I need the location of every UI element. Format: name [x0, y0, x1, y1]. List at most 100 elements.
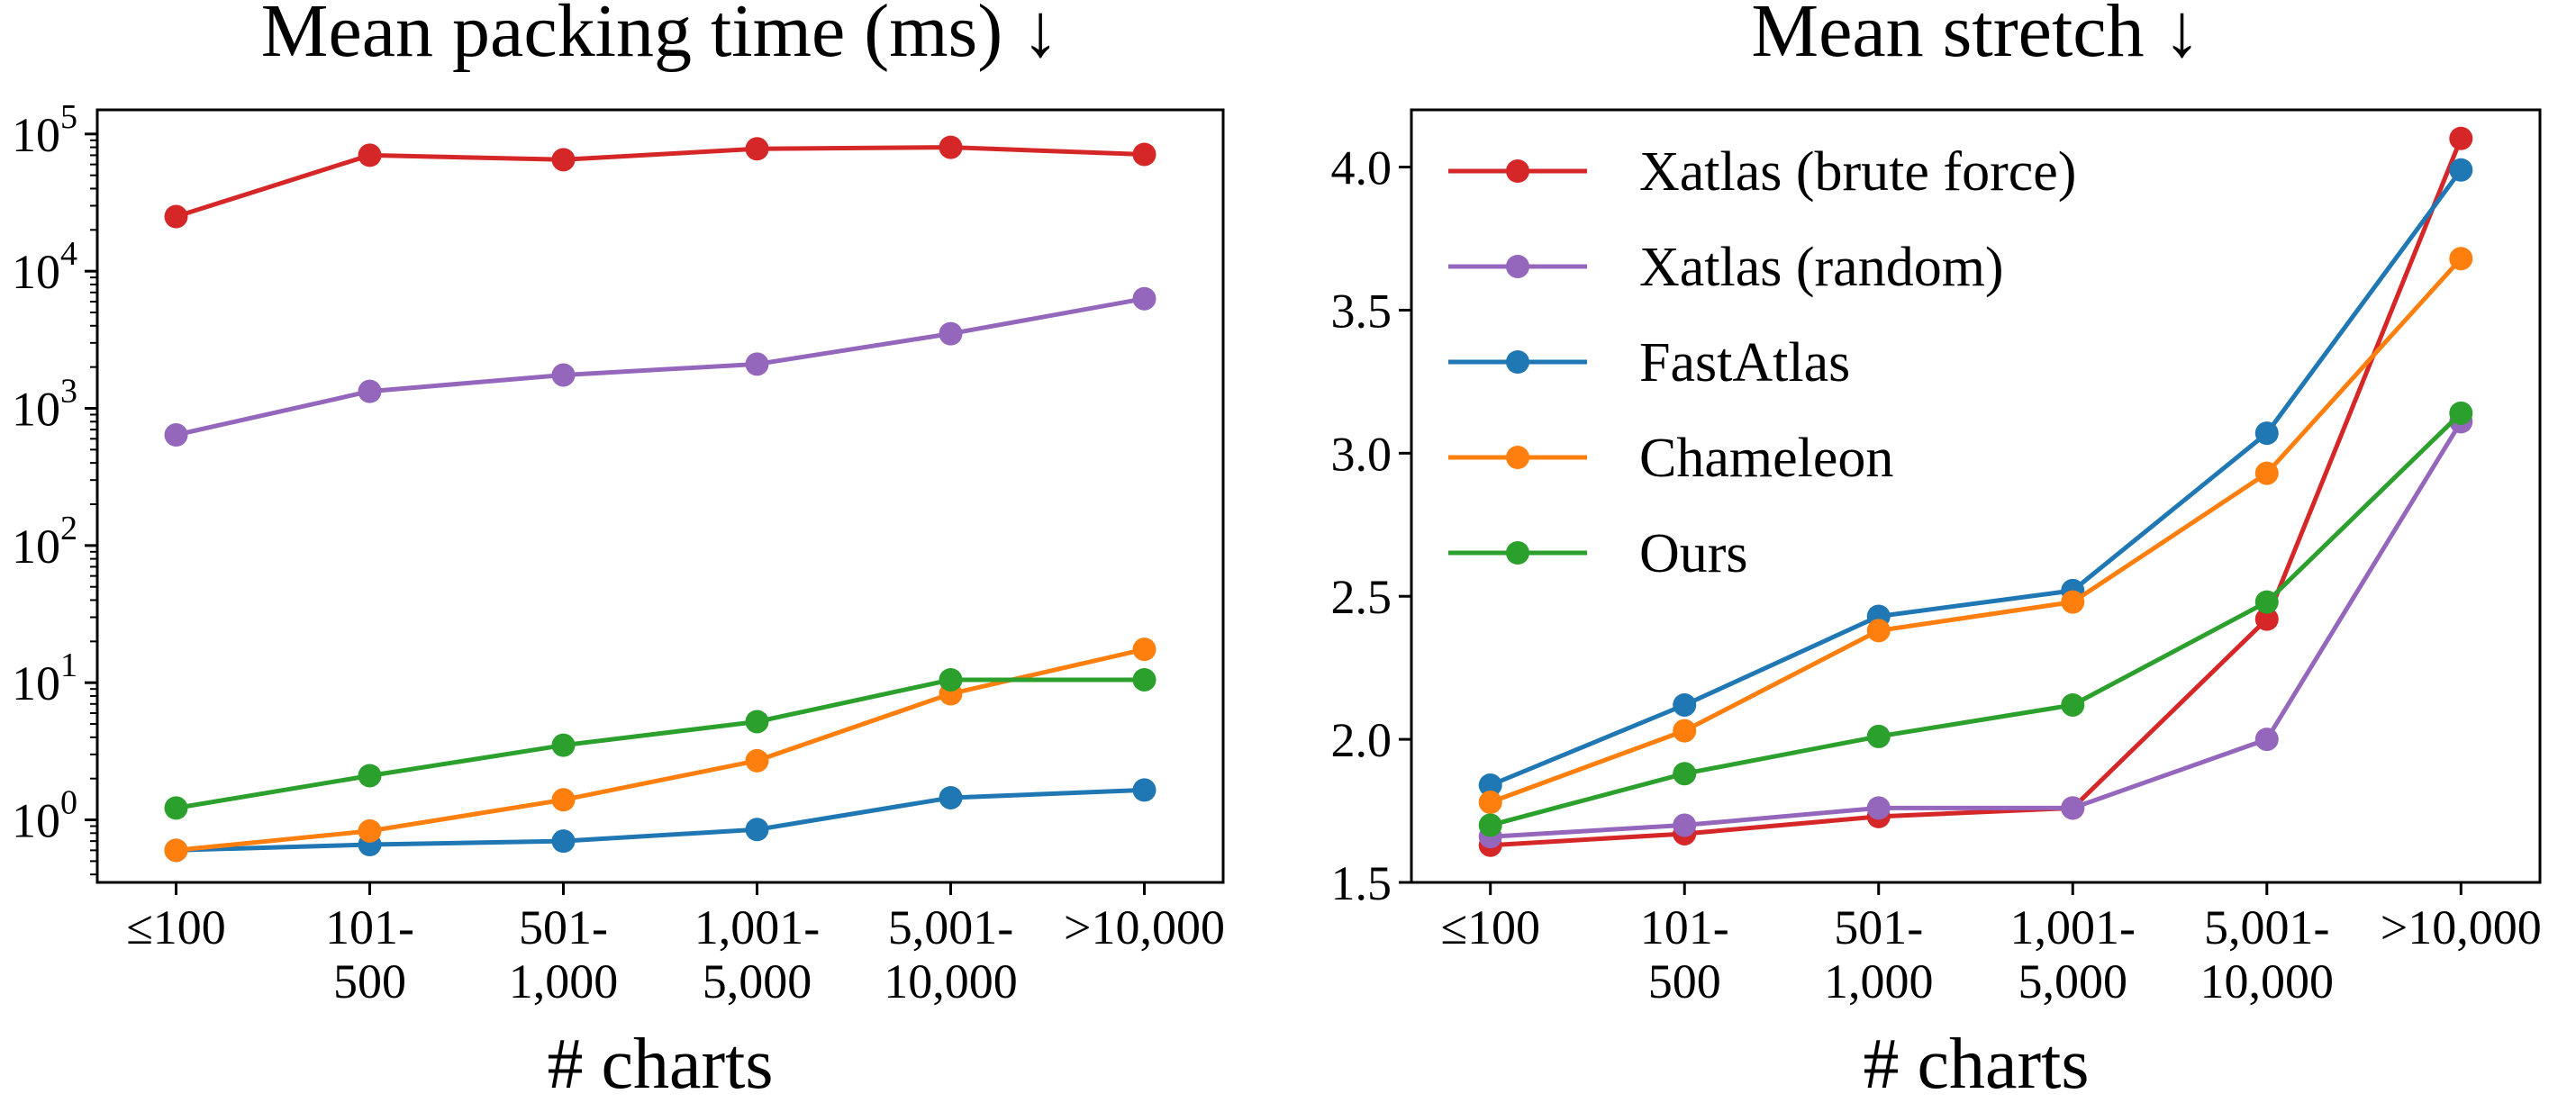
series-fastatlas [1478, 158, 2473, 797]
y-tick-label: 104 [12, 235, 77, 299]
series-chameleon [1478, 247, 2473, 815]
x-tick-label: 101-500 [1640, 900, 1729, 1008]
series-line [175, 296, 1145, 438]
plot-frame [1410, 108, 2542, 884]
series-line [176, 787, 1145, 853]
legend-marker [1506, 255, 1529, 278]
data-point [2061, 590, 2085, 614]
y-tick-label: 2.0 [1331, 713, 1392, 767]
legend-label: Xatlas (brute force) [1639, 141, 2076, 203]
data-point [1866, 619, 1891, 643]
data-point [1478, 773, 1502, 797]
y-tick-label: 100 [12, 784, 77, 848]
legend-marker [1506, 159, 1529, 183]
x-axis-label: # charts [1863, 1025, 2089, 1103]
data-point [1673, 762, 1697, 786]
data-point [164, 423, 188, 448]
data-point [358, 379, 382, 403]
y-tick-label: 3.5 [1331, 284, 1392, 338]
series-chameleon [164, 637, 1156, 863]
data-point [2061, 796, 2085, 820]
x-tick-label: 501-1,000 [509, 900, 619, 1008]
series-line [176, 677, 1145, 810]
series-xatlas-brute-force [164, 135, 1156, 229]
data-point [745, 352, 769, 376]
x-tick-label: 1,001-5,000 [2010, 900, 2136, 1008]
series-fastatlas [164, 778, 1156, 863]
data-point [358, 818, 382, 843]
data-point [164, 796, 188, 820]
legend-marker [1506, 446, 1529, 469]
series-line [1489, 257, 2463, 805]
data-point [745, 137, 769, 161]
data-point [2061, 692, 2085, 717]
y-tick-label: 3.0 [1331, 427, 1392, 481]
data-point [2254, 728, 2279, 752]
legend-entry: FastAtlas [1448, 332, 1850, 393]
series-xatlas-random [164, 286, 1156, 448]
legend-label: Chameleon [1639, 428, 1893, 489]
y-tick-label: 101 [12, 646, 77, 710]
data-point [551, 788, 576, 812]
data-point [164, 838, 188, 863]
y-tick-label: 103 [12, 373, 77, 437]
data-point [2254, 421, 2279, 446]
data-point [2254, 590, 2279, 614]
data-point [164, 204, 188, 229]
series-ours [164, 667, 1156, 820]
data-point [358, 143, 382, 167]
data-point [1132, 286, 1156, 311]
data-point [745, 818, 769, 842]
data-point [2254, 461, 2279, 485]
data-point [2449, 247, 2473, 271]
series-line [1490, 420, 2463, 839]
series-line [1490, 411, 2463, 827]
y-tick-label: 105 [12, 98, 77, 162]
y-tick-label: 4.0 [1331, 141, 1392, 195]
x-tick-label: >10,000 [1064, 900, 1225, 954]
legend-entry: Chameleon [1448, 428, 1893, 489]
series-line [175, 145, 1145, 219]
series-line [1489, 168, 2463, 788]
x-tick-label: 5,001-10,000 [2200, 900, 2335, 1008]
x-tick-label: ≤100 [126, 900, 226, 954]
y-tick-label: 102 [12, 510, 77, 574]
legend-entry: Xatlas (brute force) [1448, 141, 2076, 203]
data-point [939, 667, 963, 692]
data-point [551, 829, 576, 854]
data-point [939, 321, 963, 346]
y-tick-label: 2.5 [1331, 570, 1392, 624]
data-point [939, 785, 963, 809]
data-point [2449, 158, 2473, 182]
x-axis-label: # charts [547, 1025, 773, 1103]
x-tick-label: 5,001-10,000 [884, 900, 1018, 1008]
legend: Xatlas (brute force) Xatlas (random) FastA… [1448, 141, 2076, 584]
data-point [1673, 692, 1697, 717]
legend-label: FastAtlas [1639, 332, 1850, 393]
data-point [1478, 813, 1502, 837]
data-point [1673, 719, 1697, 743]
stretch-chart: Mean stretch ↓ 1.5 2.0 2.5 3.0 3.5 4.0 ≤100 101-… [1331, 0, 2542, 1103]
legend-entry: Ours [1448, 523, 1748, 584]
data-point [1866, 796, 1891, 820]
data-point [2449, 126, 2473, 150]
legend-entry: Xatlas (random) [1448, 237, 2004, 298]
data-point [551, 363, 576, 387]
legend-marker [1506, 541, 1529, 565]
data-point [745, 710, 769, 734]
chart-title: Mean stretch ↓ [1751, 0, 2200, 73]
data-point [1478, 791, 1502, 815]
data-point [1866, 724, 1891, 748]
legend-label: Ours [1639, 523, 1748, 584]
data-point [358, 764, 382, 788]
y-tick-label: 1.5 [1331, 856, 1392, 910]
data-point [745, 748, 769, 773]
plot-frame [95, 108, 1225, 884]
series-line [176, 646, 1146, 853]
data-point [2449, 401, 2473, 425]
data-point [1673, 813, 1697, 837]
legend-label: Xatlas (random) [1639, 237, 2004, 298]
x-tick-label: 1,001-5,000 [694, 900, 820, 1008]
data-point [551, 733, 576, 757]
